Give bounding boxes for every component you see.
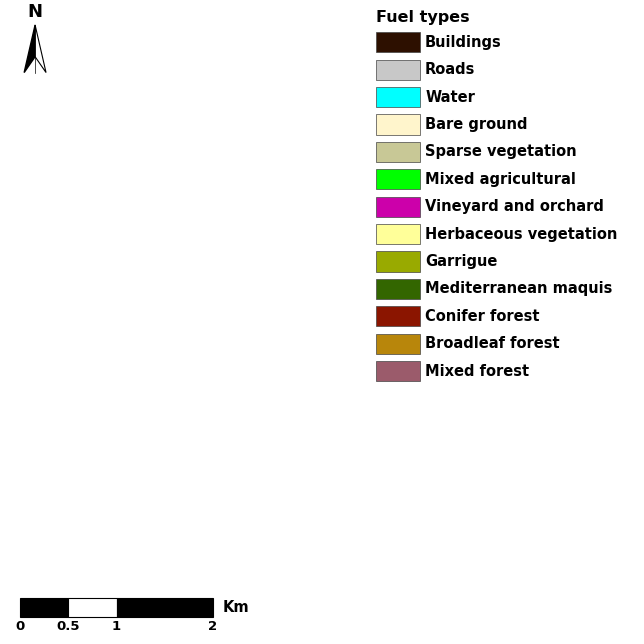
Bar — [376, 142, 419, 162]
Bar — [68, 598, 117, 617]
Text: N: N — [28, 3, 43, 21]
Bar — [376, 279, 419, 299]
Text: Mixed forest: Mixed forest — [425, 364, 529, 379]
Polygon shape — [35, 25, 46, 73]
Bar — [376, 169, 419, 189]
Text: Km: Km — [223, 600, 250, 615]
Text: Bare ground: Bare ground — [425, 117, 527, 132]
Bar — [20, 598, 68, 617]
Bar — [376, 251, 419, 272]
Bar — [376, 115, 419, 135]
Text: 1: 1 — [112, 620, 121, 632]
Text: Mediterranean maquis: Mediterranean maquis — [425, 281, 612, 296]
Text: Fuel types: Fuel types — [376, 10, 470, 25]
Bar — [376, 334, 419, 354]
Text: Broadleaf forest: Broadleaf forest — [425, 336, 560, 351]
Polygon shape — [24, 25, 35, 73]
Bar — [376, 306, 419, 327]
Text: Herbaceous vegetation: Herbaceous vegetation — [425, 227, 618, 242]
Bar — [376, 87, 419, 107]
Bar — [376, 224, 419, 244]
Bar — [376, 32, 419, 52]
Bar — [376, 361, 419, 381]
Bar — [376, 60, 419, 80]
Text: Water: Water — [425, 90, 475, 104]
Text: Garrigue: Garrigue — [425, 254, 497, 269]
Text: Mixed agricultural: Mixed agricultural — [425, 172, 576, 187]
Text: Vineyard and orchard: Vineyard and orchard — [425, 199, 604, 214]
Bar — [117, 598, 213, 617]
Text: Conifer forest: Conifer forest — [425, 308, 540, 324]
Text: Buildings: Buildings — [425, 35, 502, 50]
Text: Roads: Roads — [425, 62, 475, 77]
Bar — [376, 196, 419, 217]
Text: 0.5: 0.5 — [57, 620, 80, 632]
Text: 0: 0 — [15, 620, 25, 632]
Text: Sparse vegetation: Sparse vegetation — [425, 144, 577, 159]
Text: 2: 2 — [209, 620, 218, 632]
